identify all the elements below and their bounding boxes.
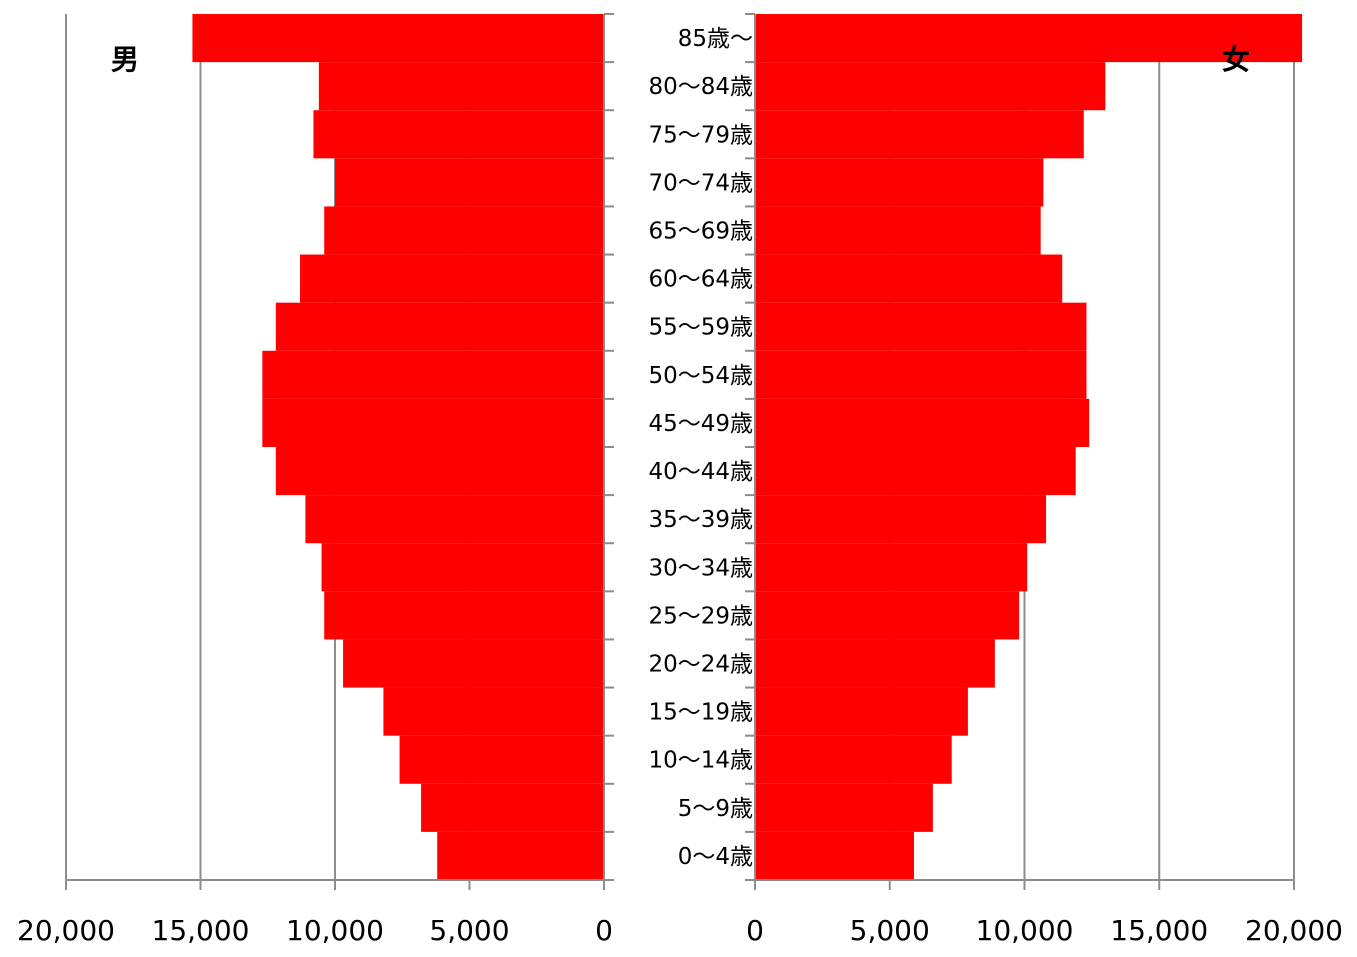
male-panel: 0 5,000 10,000 15,000 20,000 (17, 13, 614, 947)
x-tick-label-20000: 20,000 (1245, 914, 1343, 947)
bar-female-15 (755, 110, 1084, 159)
bar-female-6 (755, 543, 1028, 592)
bar-female-7 (755, 495, 1047, 544)
bar-male-2 (399, 735, 604, 784)
bar-male-13 (324, 206, 604, 255)
category-label-16: 80〜84歳 (648, 74, 753, 100)
female-panel: 0 5,000 10,000 15,000 20,000 (745, 13, 1343, 947)
bar-female-17 (755, 14, 1303, 63)
category-label-4: 20〜24歳 (648, 652, 753, 678)
bar-male-16 (318, 62, 604, 111)
bar-male-14 (335, 158, 604, 207)
bar-female-8 (755, 447, 1076, 496)
female-side-label: 女 (1222, 43, 1250, 76)
bar-female-16 (755, 62, 1106, 111)
bar-female-3 (755, 687, 968, 736)
x-tick-label-5000: 5,000 (429, 914, 509, 947)
category-label-15: 75〜79歳 (648, 122, 753, 148)
bar-female-13 (755, 206, 1041, 255)
bar-female-0 (755, 831, 915, 880)
x-tick-label-10000: 10,000 (976, 914, 1074, 947)
x-tick-label-15000: 15,000 (1110, 914, 1208, 947)
category-label-11: 55〜59歳 (648, 315, 753, 341)
bar-female-10 (755, 350, 1087, 399)
bar-male-7 (305, 495, 604, 544)
bar-female-9 (755, 398, 1090, 447)
category-label-8: 40〜44歳 (648, 459, 753, 485)
category-label-6: 30〜34歳 (648, 555, 753, 581)
x-tick-label-10000: 10,000 (286, 914, 384, 947)
x-tick-label-20000: 20,000 (17, 914, 115, 947)
category-label-9: 45〜49歳 (648, 411, 753, 437)
bar-male-8 (275, 447, 604, 496)
x-tick-label-15000: 15,000 (152, 914, 250, 947)
bar-female-2 (755, 735, 952, 784)
category-label-10: 50〜54歳 (648, 363, 753, 389)
bar-female-11 (755, 302, 1087, 351)
bar-male-10 (262, 350, 604, 399)
bar-male-12 (300, 254, 604, 303)
bar-male-11 (275, 302, 604, 351)
category-label-5: 25〜29歳 (648, 603, 753, 629)
x-tick-label-0: 0 (595, 914, 613, 947)
male-side-label: 男 (111, 43, 139, 76)
bar-female-1 (755, 783, 933, 832)
category-label-0: 0〜4歳 (678, 844, 753, 870)
bar-male-0 (437, 831, 604, 880)
bar-female-14 (755, 158, 1044, 207)
category-labels: 0〜4歳 5〜9歳 10〜14歳 15〜19歳 20〜24歳 25〜29歳 30〜34歳 35… (648, 26, 753, 870)
category-label-1: 5〜9歳 (678, 796, 753, 822)
bar-male-9 (262, 398, 604, 447)
category-label-7: 35〜39歳 (648, 507, 753, 533)
bar-female-5 (755, 591, 1020, 640)
bar-female-4 (755, 639, 995, 688)
x-tick-label-0: 0 (746, 914, 764, 947)
category-label-2: 10〜14歳 (648, 748, 753, 774)
category-label-14: 70〜74歳 (648, 170, 753, 196)
bar-male-15 (313, 110, 604, 159)
bar-male-1 (421, 783, 604, 832)
bar-male-3 (383, 687, 604, 736)
category-label-3: 15〜19歳 (648, 700, 753, 726)
bar-male-17 (192, 14, 604, 63)
x-tick-label-5000: 5,000 (850, 914, 930, 947)
bar-male-5 (324, 591, 604, 640)
bar-female-12 (755, 254, 1063, 303)
category-label-12: 60〜64歳 (648, 267, 753, 293)
category-label-17: 85歳〜 (678, 26, 753, 52)
category-label-13: 65〜69歳 (648, 219, 753, 245)
bar-male-6 (321, 543, 604, 592)
bar-male-4 (343, 639, 604, 688)
